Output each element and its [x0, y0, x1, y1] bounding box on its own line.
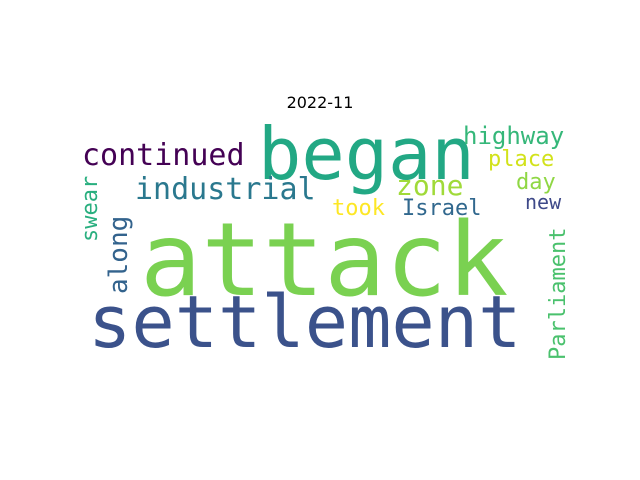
word-new: new: [525, 190, 562, 214]
word-settlement: settlement: [88, 280, 522, 364]
word-attack: attack: [140, 201, 509, 320]
word-israel: Israel: [402, 196, 482, 221]
word-parliament: Parliament: [546, 227, 571, 360]
word-zone: zone: [396, 169, 464, 202]
word-day: day: [516, 170, 556, 195]
word-cloud: began continued highway place industrial…: [78, 112, 571, 366]
word-place: place: [488, 147, 555, 172]
word-continued: continued: [82, 138, 245, 173]
word-industrial: industrial: [135, 172, 316, 207]
word-highway: highway: [463, 122, 565, 150]
word-began: began: [258, 112, 475, 196]
word-swear: swear: [78, 175, 103, 242]
word-took: took: [332, 196, 385, 221]
chart-title: 2022-11: [286, 93, 354, 112]
word-along: along: [104, 215, 134, 294]
